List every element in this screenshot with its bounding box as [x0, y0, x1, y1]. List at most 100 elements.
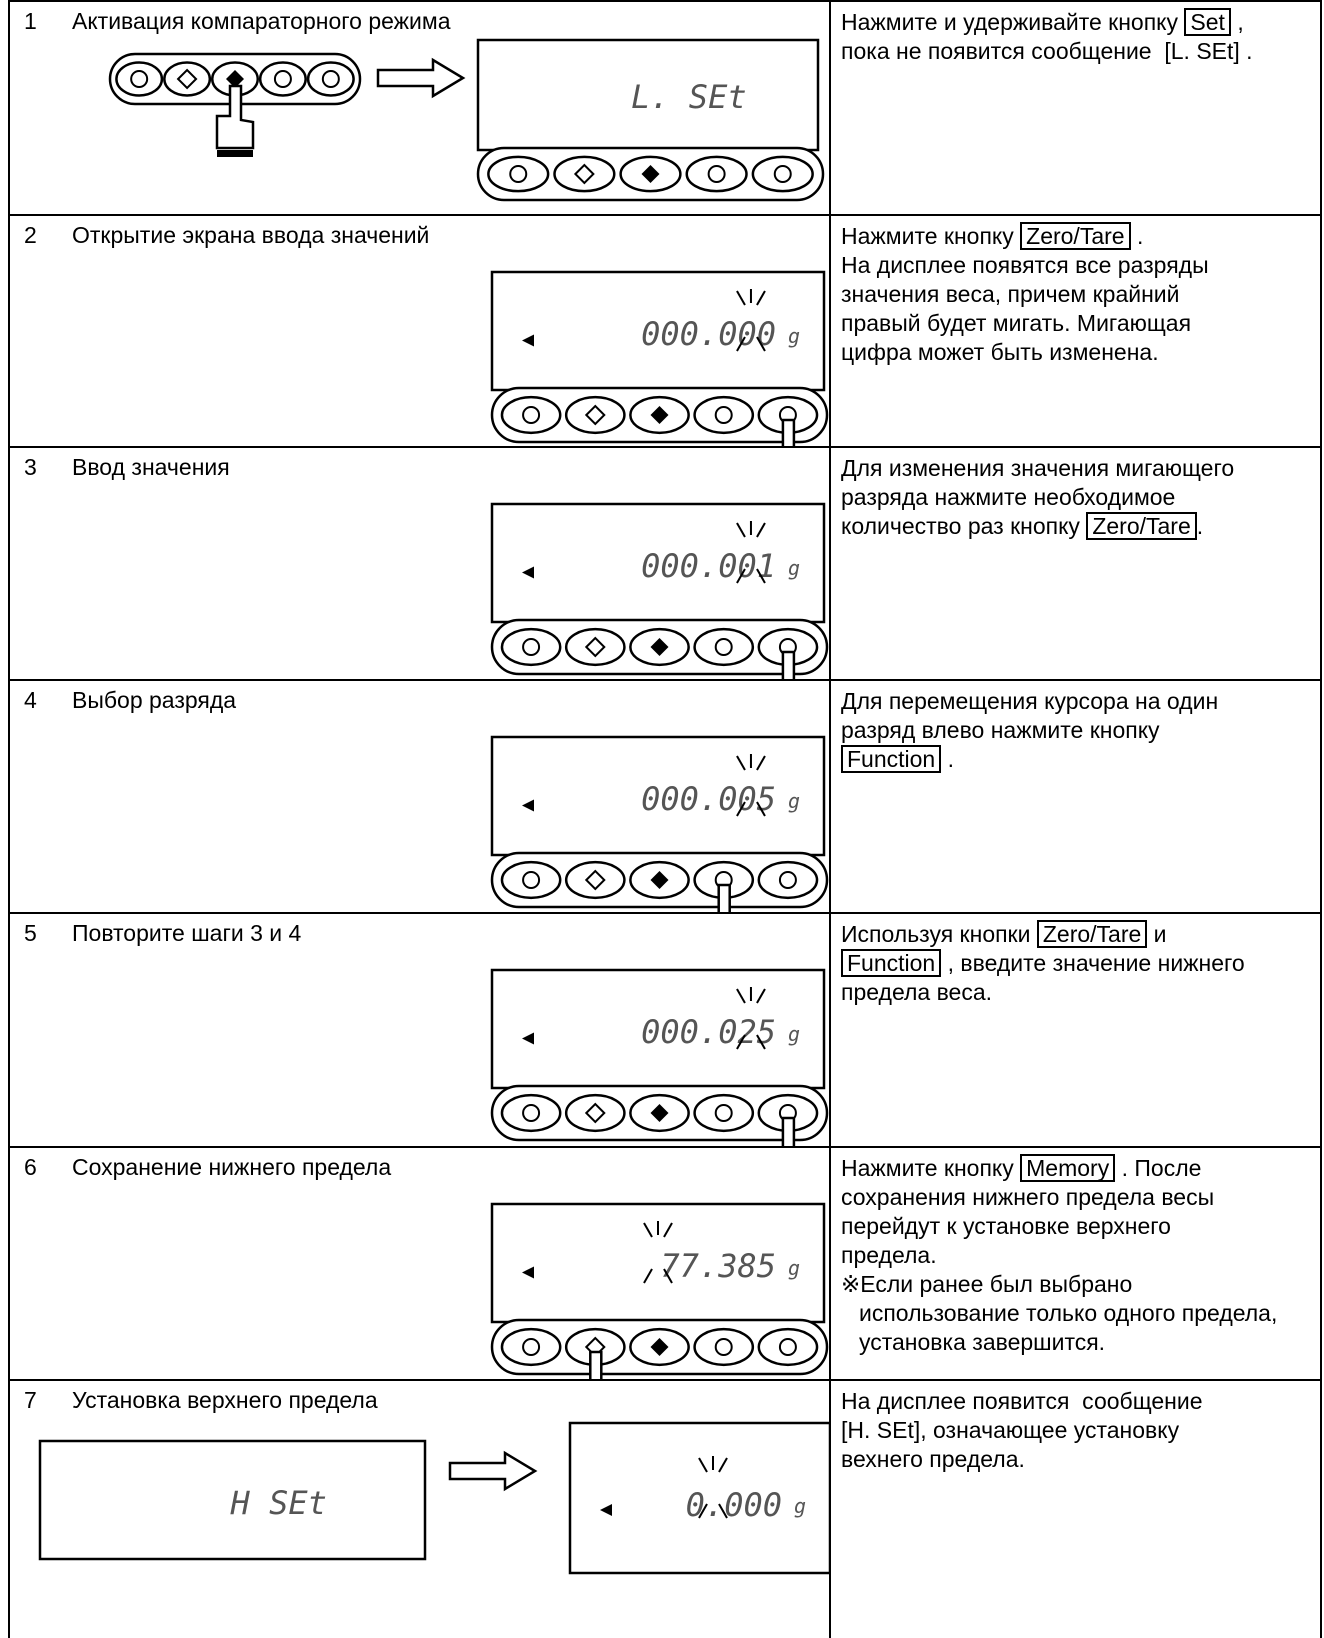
instruction-line: цифра может быть изменена.	[841, 338, 1209, 367]
step-number: 7	[24, 1387, 37, 1413]
step-title: Сохранение нижнего предела	[72, 1154, 392, 1180]
text: предела.	[841, 1242, 937, 1268]
key-icon	[522, 406, 541, 424]
instruction-line: Function , введите значение нижнего	[841, 949, 1245, 978]
display	[490, 735, 826, 857]
key-button	[757, 1327, 819, 1367]
indicator	[522, 799, 534, 812]
blink-ray	[698, 1457, 708, 1473]
text: предела веса.	[841, 979, 993, 1005]
arrow	[376, 57, 466, 99]
key-button	[258, 61, 307, 97]
blink-ray	[643, 1222, 653, 1238]
key-button	[693, 1327, 755, 1367]
hand	[589, 1350, 603, 1379]
display	[490, 502, 826, 624]
key-name: Zero/Tare	[1086, 512, 1197, 540]
key-button	[306, 61, 355, 97]
text: Для перемещения курсора на один	[841, 688, 1219, 714]
illustration: g 000.000	[490, 270, 829, 446]
step-cell: g 000.000 2 Открытие экрана ввода значений	[8, 214, 831, 448]
key-icon	[650, 638, 669, 656]
instruction-cell: Для перемещения курсора на один разряд вл…	[829, 679, 1322, 914]
display	[38, 1439, 427, 1561]
instruction-line: На дисплее появится сообщение	[841, 1387, 1203, 1416]
blink-ray	[736, 522, 746, 538]
key-button	[500, 860, 562, 900]
key-icon	[509, 165, 528, 183]
key-button	[564, 860, 626, 900]
text: сохранения нижнего предела весы	[841, 1184, 1215, 1210]
key-button	[757, 860, 819, 900]
key-button	[751, 155, 814, 193]
text: .	[941, 746, 954, 772]
key-icon	[641, 165, 660, 183]
text: ,	[1230, 9, 1244, 35]
blink-ray	[736, 290, 746, 306]
instruction-line: разряд влево нажмите кнопку	[841, 716, 1218, 745]
note: ※Если ранее был выбрано использование то…	[841, 1271, 1278, 1355]
display	[490, 270, 826, 392]
key-icon	[714, 638, 733, 656]
instruction-line: [H. SEt], означающее установку	[841, 1416, 1203, 1445]
step-cell: g 000.005 4 Выбор разряда	[8, 679, 831, 914]
step-title: Активация компараторного режима	[72, 8, 451, 34]
key-button	[693, 627, 755, 667]
key-icon	[650, 1338, 669, 1356]
display-text: 000.000	[641, 315, 776, 353]
key-icon	[650, 871, 669, 889]
text: Для изменения значения мигающего	[841, 455, 1235, 481]
instruction: Используя кнопки Zero/Tare и Function , в…	[841, 920, 1245, 1007]
instruction-line: Нажмите кнопку Memory . После	[841, 1154, 1299, 1183]
key-icon	[573, 163, 595, 185]
key-icon	[522, 638, 541, 656]
key-icon	[522, 1104, 541, 1122]
blink-ray	[736, 755, 746, 771]
key-button	[487, 155, 550, 193]
text: значения веса, причем крайний	[841, 281, 1180, 307]
step-title: Ввод значения	[72, 454, 230, 480]
instruction-line: предела.	[841, 1241, 1299, 1270]
key-button	[564, 1093, 626, 1133]
indicator	[522, 1032, 534, 1045]
instruction-line: Для изменения значения мигающего	[841, 454, 1234, 483]
instruction-line: сохранения нижнего предела весы	[841, 1183, 1299, 1212]
key-name: Zero/Tare	[1036, 920, 1148, 948]
key-name: Function	[841, 949, 942, 977]
blink-ray	[718, 1457, 728, 1473]
key-icon	[584, 404, 606, 426]
text: .	[1130, 223, 1144, 249]
key-icon	[714, 406, 733, 424]
blink-ray	[736, 336, 746, 352]
hand	[781, 650, 796, 679]
key-button	[500, 1093, 562, 1133]
blink-ray	[756, 801, 766, 817]
blink-ray	[718, 1503, 728, 1519]
key-icon	[650, 1104, 669, 1122]
instruction-line: перейдут к установке верхнего	[841, 1212, 1299, 1241]
key-icon	[273, 70, 292, 88]
key-icon	[584, 869, 606, 891]
blink-ray	[736, 801, 746, 817]
key-button	[693, 395, 755, 435]
display-text: 0.000	[686, 1486, 782, 1524]
step-cell: g 000.025 5 Повторите шаги 3 и 4	[8, 912, 831, 1148]
text: цифра может быть изменена.	[841, 339, 1159, 365]
display-text: L. SEt	[631, 78, 747, 116]
key-icon	[714, 1104, 733, 1122]
key-icon	[321, 70, 340, 88]
step-number: 4	[24, 687, 37, 713]
indicator	[522, 334, 534, 347]
blink-ray	[756, 522, 766, 538]
key-icon	[778, 1338, 797, 1356]
illustration: g 000.001	[490, 502, 829, 679]
illustration: L. SEt	[108, 38, 825, 202]
text: На дисплее появятся все разряды	[841, 252, 1209, 278]
display	[490, 968, 826, 1090]
text: пока не появится сообщение [L. SEt] .	[841, 38, 1253, 64]
display-text: 000.025	[641, 1013, 776, 1051]
instruction: Нажмите и удерживайте кнопку Set , пока н…	[841, 8, 1253, 66]
text: Нажмите кнопку	[841, 1155, 1021, 1181]
key-button	[500, 395, 562, 435]
